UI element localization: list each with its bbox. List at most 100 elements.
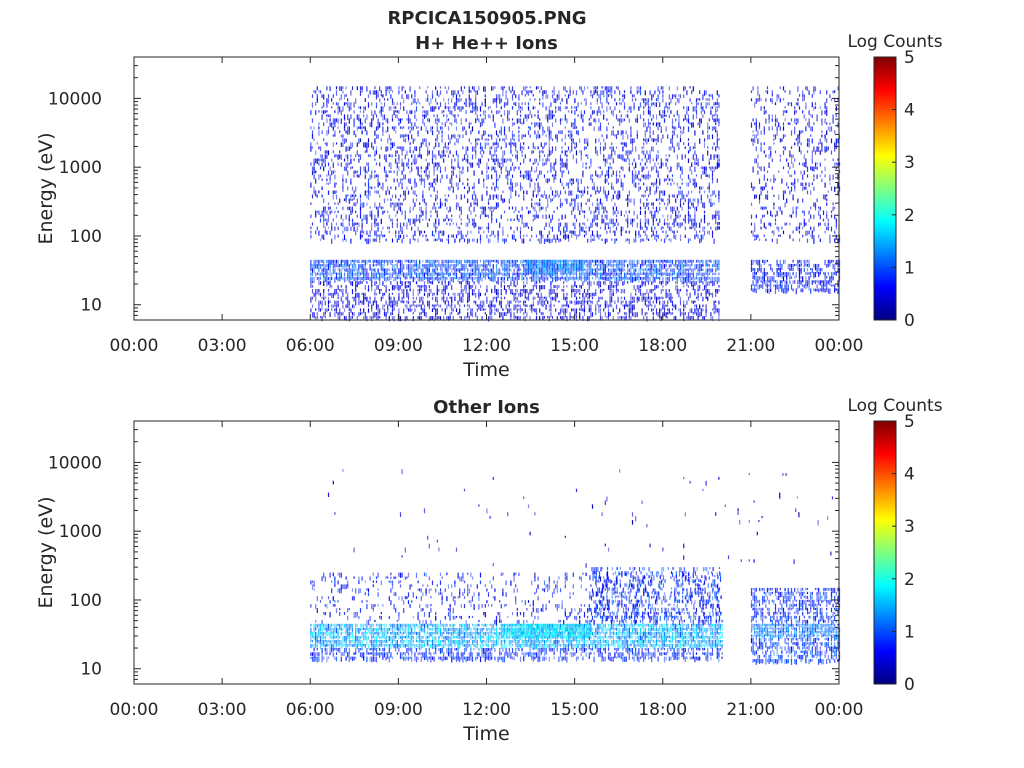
- spectrogram-cell: [689, 122, 691, 125]
- spectrogram-cell: [700, 276, 702, 283]
- spectrogram-cell: [668, 154, 670, 157]
- spectrogram-cell: [529, 158, 531, 162]
- spectrogram-cell: [489, 234, 491, 237]
- spectrogram-cell: [492, 194, 494, 200]
- spectrogram-cell: [617, 276, 619, 282]
- spectrogram-cell: [663, 259, 666, 263]
- spectrogram-cell: [598, 259, 600, 264]
- spectrogram-cell: [750, 202, 753, 206]
- spectrogram-cell: [670, 206, 672, 212]
- spectrogram-cell: [372, 114, 374, 120]
- spectrogram-cell: [467, 259, 469, 264]
- spectrogram-cell: [830, 138, 833, 144]
- spectrogram-cell: [479, 214, 482, 220]
- spectrogram-cell: [519, 110, 522, 113]
- spectrogram-cell: [371, 276, 373, 283]
- spectrogram-cell: [550, 198, 552, 203]
- spectrogram-cell: [657, 174, 659, 178]
- spectrogram-cell: [519, 268, 522, 271]
- spectrogram-cell: [574, 122, 576, 127]
- spectrogram-cell: [675, 118, 677, 122]
- spectrogram-cell: [609, 154, 611, 160]
- spectrogram-cell: [374, 276, 376, 281]
- spectrogram-cell: [670, 238, 672, 243]
- spectrogram-cell: [638, 154, 640, 160]
- spectrogram-cell: [319, 238, 322, 242]
- spectrogram-cell: [763, 106, 765, 110]
- spectrogram-cell: [353, 264, 355, 268]
- spectrogram-cell: [462, 166, 464, 170]
- spectrogram-cell: [665, 259, 667, 264]
- spectrogram-cell: [595, 150, 597, 154]
- spectrogram-cell: [502, 226, 504, 231]
- spectrogram-cell: [382, 122, 384, 126]
- spectrogram-cell: [364, 292, 366, 296]
- spectrogram-cell: [327, 304, 330, 308]
- spectrogram-cell: [548, 114, 550, 120]
- spectrogram-cell: [423, 264, 426, 269]
- spectrogram-cell: [502, 276, 504, 283]
- spectrogram-cell: [374, 214, 376, 220]
- spectrogram-cell: [651, 264, 653, 270]
- spectrogram-cell: [326, 130, 328, 136]
- spectrogram-cell: [718, 210, 720, 215]
- spectrogram-cell: [695, 158, 698, 162]
- spectrogram-cell: [564, 106, 566, 110]
- spectrogram-cell: [377, 206, 379, 212]
- spectrogram-cell: [323, 234, 325, 240]
- spectrogram-cell: [467, 268, 469, 272]
- spectrogram-cell: [598, 202, 600, 207]
- spectrogram-cell: [310, 230, 312, 234]
- spectrogram-cell: [500, 158, 502, 161]
- spectrogram-cell: [543, 276, 546, 283]
- spectrogram-cell: [377, 174, 379, 179]
- spectrogram-cell: [662, 86, 664, 90]
- spectrogram-cell: [481, 170, 483, 175]
- spectrogram-cell: [716, 276, 718, 282]
- spectrogram-cell: [387, 86, 389, 91]
- spectrogram-cell: [545, 90, 547, 94]
- spectrogram-cell: [420, 178, 422, 183]
- spectrogram-cell: [313, 264, 315, 269]
- spectrogram-cell: [654, 226, 656, 230]
- spectrogram-cell: [641, 264, 643, 267]
- spectrogram-cell: [374, 312, 376, 318]
- spectrogram-cell: [526, 234, 528, 237]
- spectrogram-cell: [619, 272, 621, 278]
- spectrogram-cell: [561, 150, 563, 154]
- spectrogram-cell: [499, 162, 501, 168]
- spectrogram-cell: [705, 106, 707, 109]
- spectrogram-cell: [763, 142, 765, 145]
- spectrogram-cell: [351, 210, 354, 214]
- spectrogram-cell: [404, 134, 406, 137]
- spectrogram-cell: [505, 272, 507, 277]
- spectrogram-cell: [694, 206, 696, 210]
- spectrogram-cell: [603, 190, 605, 194]
- spectrogram-cell: [550, 130, 552, 135]
- spectrogram-cell: [507, 102, 509, 106]
- spectrogram-cell: [371, 222, 373, 227]
- spectrogram-cell: [417, 126, 419, 129]
- spectrogram-cell: [547, 234, 549, 238]
- spectrogram-cell: [692, 198, 694, 202]
- spectrogram-cell: [695, 154, 698, 159]
- spectrogram-cell: [824, 102, 826, 107]
- spectrogram-cell: [484, 214, 486, 218]
- spectrogram-cell: [327, 264, 330, 271]
- spectrogram-cell: [622, 98, 624, 103]
- spectrogram-cell: [615, 218, 618, 223]
- spectrogram-cell: [684, 218, 686, 224]
- spectrogram-cell: [822, 218, 825, 222]
- spectrogram-cell: [620, 210, 622, 216]
- spectrogram-cell: [633, 238, 635, 243]
- spectrogram-cell: [311, 166, 314, 170]
- spectrogram-cell: [447, 234, 450, 238]
- spectrogram-cell: [379, 154, 381, 159]
- spectrogram-cell: [436, 272, 438, 277]
- spectrogram-cell: [323, 296, 325, 301]
- spectrogram-cell: [566, 234, 568, 239]
- spectrogram-cell: [615, 146, 618, 149]
- spectrogram-cell: [339, 264, 341, 268]
- spectrogram-cell: [694, 218, 696, 224]
- spectrogram-cell: [800, 222, 802, 226]
